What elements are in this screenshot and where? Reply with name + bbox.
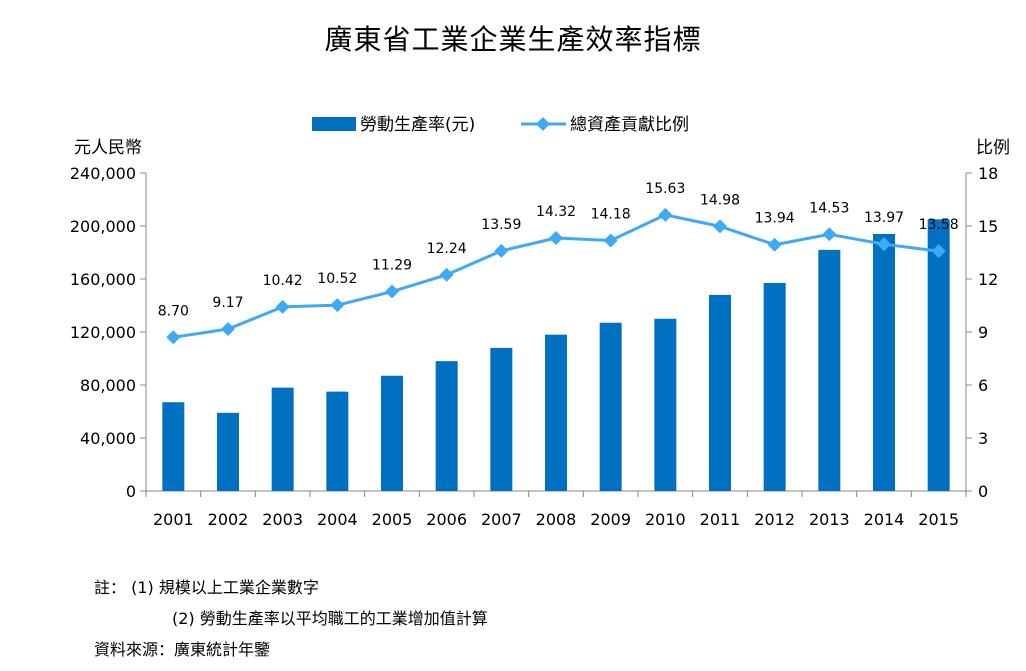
data-label: 14.18 <box>591 206 631 222</box>
x-tick-label: 2006 <box>426 510 467 529</box>
legend-line-label: 總資產貢獻比例 <box>570 115 689 135</box>
line-marker <box>603 233 618 248</box>
y-right-tick-label: 6 <box>978 376 988 395</box>
y-left-tick-label: 120,000 <box>70 323 136 342</box>
x-tick-label: 2010 <box>645 510 686 529</box>
line-marker <box>385 284 399 299</box>
x-tick-label: 2002 <box>208 510 249 529</box>
bar <box>162 402 185 491</box>
line-marker <box>549 231 563 246</box>
legend-bar-label: 勞動生產率(元) <box>360 115 475 135</box>
bar <box>490 347 513 491</box>
legend-line-marker <box>536 117 550 131</box>
note-label: 註： <box>94 578 127 597</box>
data-label: 13.94 <box>755 211 795 227</box>
y-right-tick-label: 12 <box>978 270 998 289</box>
legend-bar-swatch <box>312 117 356 131</box>
data-label: 11.29 <box>372 258 412 274</box>
y-right-tick-label: 15 <box>978 217 998 236</box>
line-marker <box>275 299 290 314</box>
y-left-tick-label: 200,000 <box>70 217 136 236</box>
source-note: 資料來源：廣東統計年鑒 <box>94 640 271 659</box>
y-right-axis-label: 比例 <box>976 138 1010 158</box>
x-tick-label: 2012 <box>754 510 795 529</box>
bar <box>271 387 294 491</box>
data-label: 14.53 <box>809 200 849 216</box>
y-left-tick-label: 0 <box>126 482 136 501</box>
y-right-tick-label: 3 <box>978 429 988 448</box>
line-marker <box>221 321 235 336</box>
line-marker <box>713 219 727 234</box>
bar <box>709 294 731 491</box>
line-marker <box>658 207 673 222</box>
data-label: 14.32 <box>536 204 576 220</box>
x-tick-label: 2001 <box>153 510 194 529</box>
note-line-2: (2) 勞動生產率以平均職工的工業增加值計算 <box>94 603 488 634</box>
y-right-tick-label: 9 <box>978 323 988 342</box>
data-label: 13.59 <box>481 217 521 233</box>
line-marker <box>494 243 509 258</box>
note-line-1: 註： (1) 規模以上工業企業數字 <box>94 572 488 603</box>
y-left-tick-label: 40,000 <box>80 429 136 448</box>
bar <box>545 334 567 491</box>
data-label: 9.17 <box>212 295 243 311</box>
data-label: 12.24 <box>427 241 467 257</box>
bar <box>927 219 950 491</box>
bar <box>217 412 239 491</box>
bar <box>818 249 841 491</box>
x-tick-label: 2015 <box>918 510 959 529</box>
line-marker <box>822 227 837 242</box>
x-tick-label: 2013 <box>809 510 850 529</box>
data-label: 13.97 <box>864 210 904 226</box>
data-label: 13.58 <box>919 217 959 233</box>
y-left-tick-label: 240,000 <box>70 164 136 183</box>
line-marker <box>166 330 181 345</box>
x-tick-label: 2004 <box>317 510 358 529</box>
bar <box>599 322 622 491</box>
chart-notes: 註： (1) 規模以上工業企業數字 (2) 勞動生產率以平均職工的工業增加值計算… <box>94 572 488 665</box>
note-2: (2) 勞動生產率以平均職工的工業增加值計算 <box>172 609 488 628</box>
chart-title: 廣東省工業企業生產效率指標 <box>324 23 702 56</box>
note-1: (1) 規模以上工業企業數字 <box>131 578 319 597</box>
data-label: 10.52 <box>317 271 357 287</box>
x-tick-label: 2005 <box>372 510 413 529</box>
x-tick-label: 2014 <box>864 510 905 529</box>
x-tick-label: 2007 <box>481 510 522 529</box>
y-left-tick-label: 80,000 <box>80 376 136 395</box>
y-left-tick-label: 160,000 <box>70 270 136 289</box>
line-marker <box>767 237 782 252</box>
line-marker <box>877 237 891 252</box>
data-label: 15.63 <box>645 181 685 197</box>
data-label: 8.70 <box>158 303 189 319</box>
x-tick-label: 2003 <box>262 510 303 529</box>
bar <box>763 282 786 491</box>
y-left-axis-label: 元人民幣 <box>74 138 142 158</box>
y-right-tick-label: 0 <box>978 482 988 501</box>
x-tick-label: 2011 <box>700 510 741 529</box>
line-marker <box>439 267 454 282</box>
y-right-tick-label: 18 <box>978 164 998 183</box>
bar <box>326 391 349 491</box>
bar <box>654 318 677 491</box>
line-marker <box>330 298 345 313</box>
bar <box>435 361 458 491</box>
source-line: 資料來源：廣東統計年鑒 <box>94 634 488 665</box>
bar <box>873 233 895 491</box>
x-tick-label: 2008 <box>536 510 577 529</box>
line-marker <box>931 244 946 259</box>
data-label: 14.98 <box>700 192 740 208</box>
x-tick-label: 2009 <box>590 510 631 529</box>
data-label: 10.42 <box>263 273 303 289</box>
bar <box>381 375 403 491</box>
